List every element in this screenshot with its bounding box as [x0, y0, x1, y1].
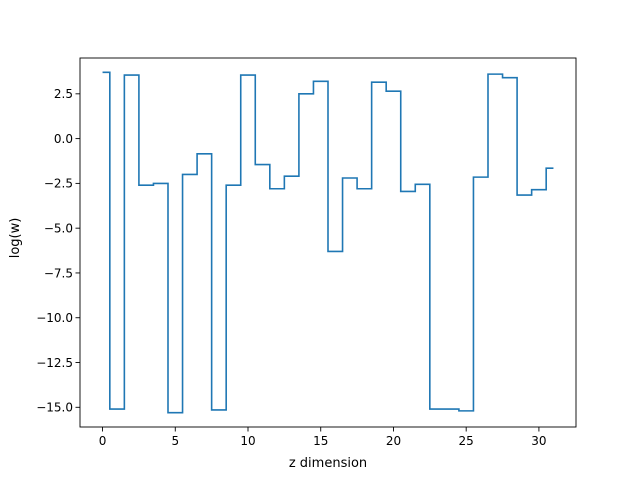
y-tick-label: −10.0 [36, 311, 73, 325]
x-tick-label: 25 [459, 434, 474, 448]
y-axis: 2.5 0.0 −2.5 −5.0 −7.5 −10.0 −12.5 −15.0 [36, 87, 80, 415]
y-tick-label: −2.5 [44, 177, 73, 191]
plot-frame [79, 57, 577, 428]
y-tick-label: 2.5 [54, 87, 73, 101]
series-line-0 [102, 71, 554, 414]
x-tick-label: 0 [99, 434, 107, 448]
y-tick-label: −12.5 [36, 356, 73, 370]
x-tick-label: 30 [531, 434, 546, 448]
x-tick-label: 5 [171, 434, 179, 448]
y-tick-label: −7.5 [44, 266, 73, 280]
x-axis: 0 5 10 15 20 25 30 [99, 427, 547, 448]
x-axis-label: z dimension [289, 456, 367, 471]
x-tick-label: 20 [386, 434, 401, 448]
y-tick-label: 0.0 [54, 132, 73, 146]
x-tick-label: 10 [240, 434, 255, 448]
y-tick-label: −15.0 [36, 401, 73, 415]
x-tick-label: 15 [313, 434, 328, 448]
plot-area [79, 57, 577, 428]
y-axis-label: log(w) [8, 218, 23, 259]
y-tick-label: −5.0 [44, 221, 73, 235]
